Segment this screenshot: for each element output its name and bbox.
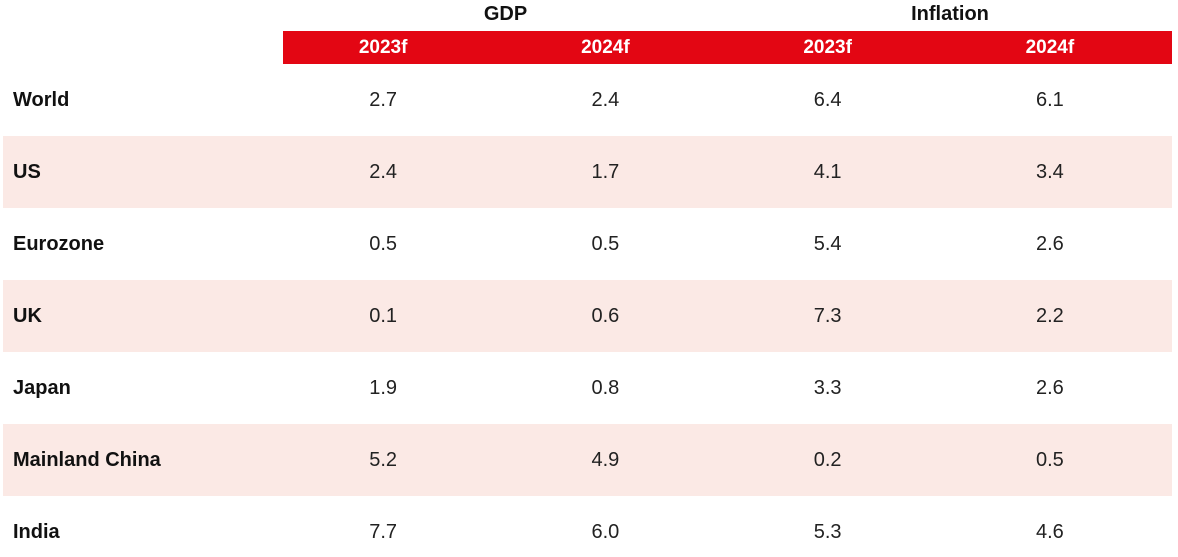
column-header-inflation-2023: 2023f	[803, 37, 852, 58]
table-cell: 5.3	[813, 520, 842, 543]
table-row: World 2.7 2.4 6.4 6.1	[3, 64, 1172, 136]
group-header-inflation: Inflation	[911, 3, 989, 25]
column-header-bar: 2023f 2024f 2023f 2024f	[283, 31, 1172, 64]
table-cell: 3.4	[1035, 160, 1064, 183]
table-cell: 5.2	[369, 448, 398, 471]
column-header-gdp-2024: 2024f	[581, 37, 630, 58]
table-row: UK 0.1 0.6 7.3 2.2	[3, 280, 1172, 352]
table-cell: 0.2	[813, 448, 842, 471]
table-cell: 7.7	[369, 520, 398, 543]
table-cell: 0.8	[591, 376, 620, 399]
table-cell: 4.1	[813, 160, 842, 183]
column-header-gdp-2023: 2023f	[358, 37, 408, 58]
table-cell: 0.5	[1035, 448, 1064, 471]
row-label: US	[13, 160, 41, 183]
table-cell: 7.3	[813, 304, 842, 327]
table-cell: 6.1	[1035, 88, 1064, 111]
table-cell: 1.7	[591, 160, 620, 183]
table-row: Japan 1.9 0.8 3.3 2.6	[3, 352, 1172, 424]
table-cell: 0.5	[369, 232, 398, 255]
table-cell: 1.9	[369, 376, 398, 399]
table-cell: 4.9	[591, 448, 620, 471]
table-cell: 2.4	[591, 88, 620, 111]
table-cell: 2.6	[1035, 232, 1064, 255]
table-cell: 4.6	[1035, 520, 1064, 543]
table-cell: 2.2	[1035, 304, 1064, 327]
row-label: India	[13, 520, 60, 543]
table-body: World 2.7 2.4 6.4 6.1 US 2.4 1.7 4.1 3.4…	[3, 64, 1172, 557]
table-row: Eurozone 0.5 0.5 5.4 2.6	[3, 208, 1172, 280]
row-label: Mainland China	[13, 448, 161, 471]
table-row: US 2.4 1.7 4.1 3.4	[3, 136, 1172, 208]
column-header-inflation-2024: 2024f	[1025, 37, 1075, 58]
table-cell: 2.6	[1035, 376, 1064, 399]
row-label: World	[13, 88, 70, 111]
table-cell: 3.3	[813, 376, 842, 399]
row-label: Eurozone	[13, 232, 105, 255]
table-cell: 6.4	[813, 88, 842, 111]
table-cell: 0.6	[591, 304, 620, 327]
table-cell: 2.7	[369, 88, 398, 111]
table-row: India 7.7 6.0 5.3 4.6	[3, 496, 1172, 557]
group-header-row: GDP Inflation	[0, 0, 1178, 30]
table-row: Mainland China 5.2 4.9 0.2 0.5	[3, 424, 1172, 496]
table-cell: 6.0	[591, 520, 620, 543]
row-label: UK	[13, 304, 42, 327]
group-header-gdp: GDP	[483, 3, 528, 25]
table-cell: 5.4	[813, 232, 842, 255]
table-cell: 2.4	[369, 160, 398, 183]
table-cell: 0.1	[369, 304, 398, 327]
row-label: Japan	[13, 376, 71, 399]
table-cell: 0.5	[591, 232, 620, 255]
